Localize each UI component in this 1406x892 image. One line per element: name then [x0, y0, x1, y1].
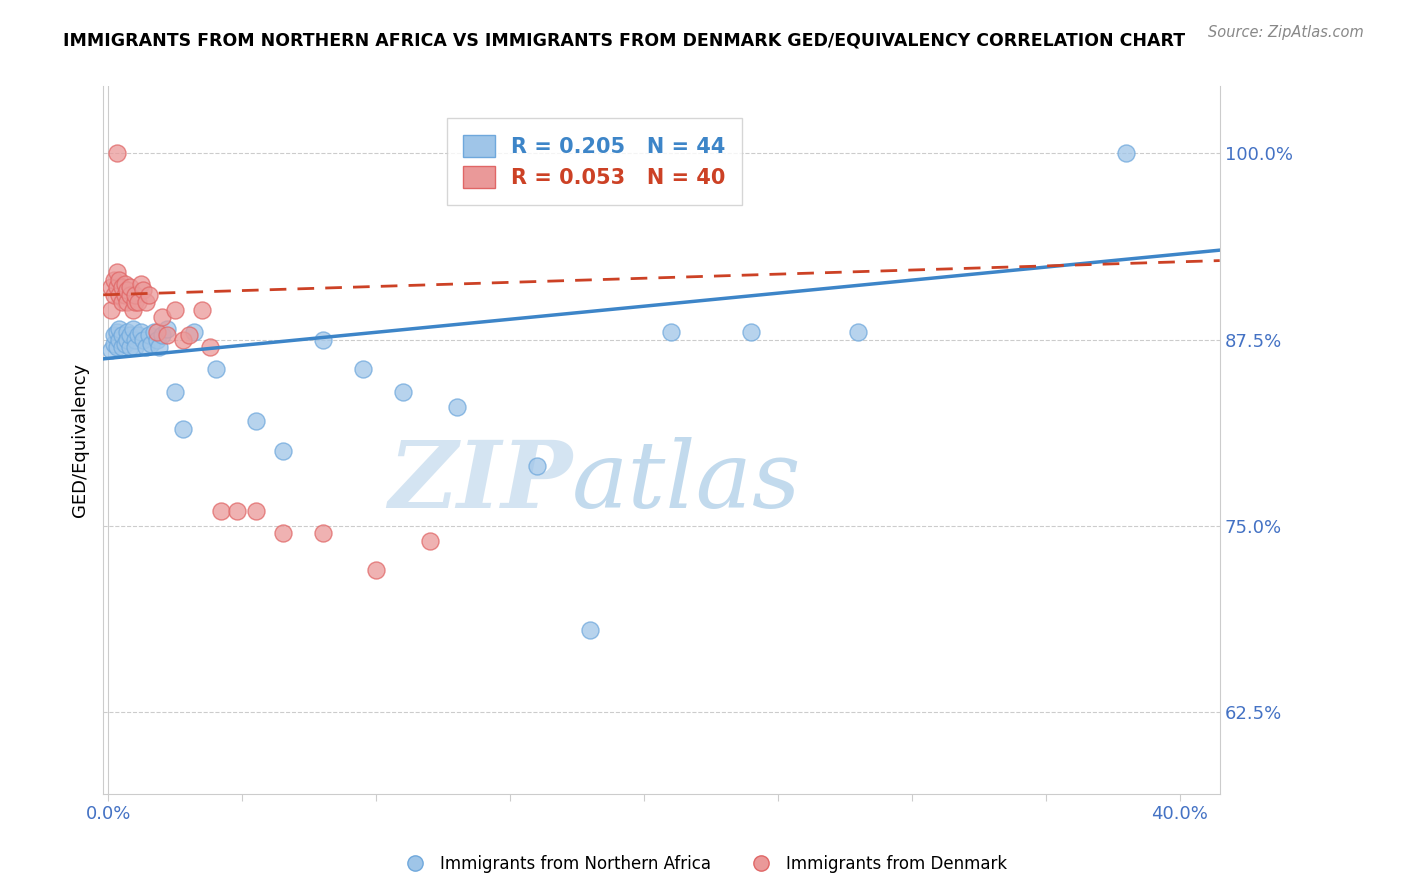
Text: atlas: atlas [572, 437, 801, 527]
Point [740, 325, 762, 339]
Point [108, 273, 131, 287]
Point [191, 302, 214, 317]
Point [183, 325, 205, 339]
Point [105, 146, 128, 161]
Point [312, 333, 335, 347]
Point [114, 277, 136, 292]
Point [846, 325, 869, 339]
Point [245, 414, 267, 428]
Point [150, 328, 173, 343]
Point [124, 295, 146, 310]
Point [143, 325, 166, 339]
Point [100, 343, 122, 357]
Point [312, 526, 335, 541]
Point [103, 273, 125, 287]
Point [103, 337, 125, 351]
Point [111, 340, 134, 354]
Point [156, 322, 179, 336]
Point [118, 340, 141, 354]
Point [108, 333, 131, 347]
Point [145, 333, 167, 347]
Point [145, 325, 167, 339]
Point [419, 533, 441, 548]
Point [165, 302, 187, 317]
Point [172, 422, 194, 436]
Point [111, 328, 134, 343]
Point [103, 288, 125, 302]
Point [200, 340, 222, 354]
Point [165, 384, 187, 399]
Point [135, 295, 157, 310]
Point [177, 328, 200, 343]
Point [105, 280, 128, 294]
Point [132, 284, 155, 298]
Point [127, 328, 149, 343]
Point [129, 325, 152, 339]
Point [115, 333, 138, 347]
Text: IMMIGRANTS FROM NORTHERN AFRICA VS IMMIGRANTS FROM DENMARK GED/EQUIVALENCY CORRE: IMMIGRANTS FROM NORTHERN AFRICA VS IMMIG… [63, 31, 1185, 49]
Text: ZIP: ZIP [388, 437, 572, 527]
Point [118, 280, 141, 294]
Point [127, 295, 149, 310]
Point [108, 288, 131, 302]
Point [121, 322, 143, 336]
Point [115, 284, 138, 298]
Point [132, 333, 155, 347]
Point [1115, 146, 1137, 161]
Point [118, 288, 141, 302]
Point [138, 328, 160, 343]
Point [111, 280, 134, 294]
Point [245, 504, 267, 518]
Y-axis label: GED/Equivalency: GED/Equivalency [72, 363, 89, 517]
Legend: R = 0.205   N = 44, R = 0.053   N = 40: R = 0.205 N = 44, R = 0.053 N = 40 [447, 118, 742, 205]
Point [156, 328, 179, 343]
Point [118, 328, 141, 343]
Point [108, 322, 131, 336]
Point [114, 337, 136, 351]
Point [446, 400, 468, 414]
Point [105, 265, 128, 279]
Point [226, 504, 249, 518]
Point [121, 302, 143, 317]
Point [124, 288, 146, 302]
Point [124, 333, 146, 347]
Point [129, 277, 152, 292]
Point [135, 340, 157, 354]
Point [204, 362, 226, 376]
Point [115, 295, 138, 310]
Point [105, 325, 128, 339]
Point [209, 504, 232, 518]
Point [172, 333, 194, 347]
Point [138, 288, 160, 302]
Point [103, 328, 125, 343]
Point [150, 310, 173, 325]
Point [366, 563, 388, 577]
Point [115, 325, 138, 339]
Point [105, 340, 128, 354]
Point [352, 362, 374, 376]
Point [114, 288, 136, 302]
Point [271, 526, 294, 541]
Legend: Immigrants from Northern Africa, Immigrants from Denmark: Immigrants from Northern Africa, Immigra… [392, 848, 1014, 880]
Point [526, 459, 548, 474]
Point [148, 340, 170, 354]
Point [271, 444, 294, 458]
Point [124, 340, 146, 354]
Text: Source: ZipAtlas.com: Source: ZipAtlas.com [1208, 25, 1364, 40]
Point [111, 295, 134, 310]
Point [100, 280, 122, 294]
Point [141, 337, 163, 351]
Point [659, 325, 682, 339]
Point [392, 384, 415, 399]
Point [579, 623, 602, 637]
Point [100, 302, 122, 317]
